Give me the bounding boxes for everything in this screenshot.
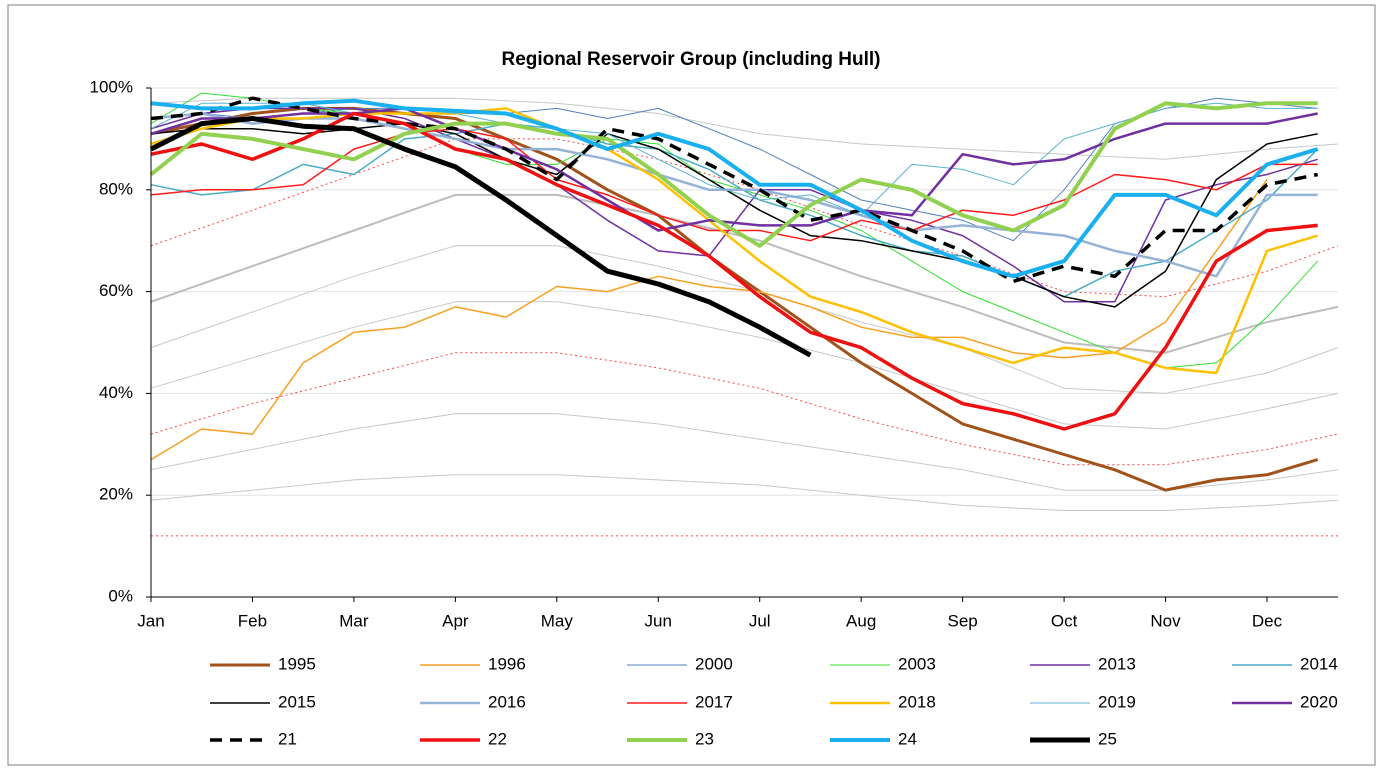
x-tick-label: Aug	[846, 611, 876, 630]
reference-line	[150, 97, 1339, 160]
chart-title: Regional Reservoir Group (including Hull…	[502, 49, 881, 70]
legend-label: 2020	[1300, 692, 1338, 711]
series-line	[149, 116, 812, 358]
legend-label: 2018	[898, 692, 936, 711]
legend-label: 23	[695, 729, 714, 748]
series-line	[149, 101, 1318, 248]
y-tick-label: 20%	[99, 485, 133, 504]
legend-label: 25	[1098, 729, 1117, 748]
legend-label: 2014	[1300, 654, 1338, 673]
series-line	[150, 122, 1319, 298]
y-tick-label: 100%	[90, 77, 133, 96]
legend-label: 22	[488, 729, 507, 748]
reference-line	[150, 301, 1339, 430]
x-tick-label: Jul	[749, 611, 771, 630]
x-tick-label: Nov	[1150, 611, 1181, 630]
series-line	[150, 107, 1318, 232]
legend-label: 24	[898, 729, 917, 748]
legend-label: 2015	[278, 692, 316, 711]
legend-label: 21	[278, 729, 297, 748]
x-tick-label: Jun	[645, 611, 672, 630]
legend-label: 2000	[695, 654, 733, 673]
legend-label: 2016	[488, 692, 526, 711]
legend-label: 2003	[898, 654, 936, 673]
x-tick-label: Dec	[1252, 611, 1283, 630]
chart-frame	[7, 4, 1376, 766]
legend-label: 2017	[695, 692, 733, 711]
y-tick-label: 0%	[108, 586, 133, 605]
legend-label: 2013	[1098, 654, 1136, 673]
x-tick-label: Feb	[238, 611, 267, 630]
x-tick-label: Mar	[339, 611, 369, 630]
reference-line	[150, 352, 1339, 466]
legend-label: 1995	[278, 654, 316, 673]
reference-line	[150, 474, 1339, 511]
y-tick-label: 80%	[99, 179, 133, 198]
legend-label: 2019	[1098, 692, 1136, 711]
series-line	[150, 102, 1318, 216]
x-tick-label: May	[541, 611, 574, 630]
series-line	[150, 179, 1268, 461]
y-tick-label: 40%	[99, 383, 133, 402]
legend-label: 1996	[488, 654, 526, 673]
x-tick-label: Sep	[947, 611, 977, 630]
x-tick-label: Apr	[442, 611, 469, 630]
y-tick-label: 60%	[99, 281, 133, 300]
series-line	[150, 98, 1319, 279]
series-line	[150, 111, 1318, 431]
reference-line	[150, 193, 1339, 354]
x-tick-label: Jan	[137, 611, 164, 630]
x-tick-label: Oct	[1051, 611, 1078, 630]
